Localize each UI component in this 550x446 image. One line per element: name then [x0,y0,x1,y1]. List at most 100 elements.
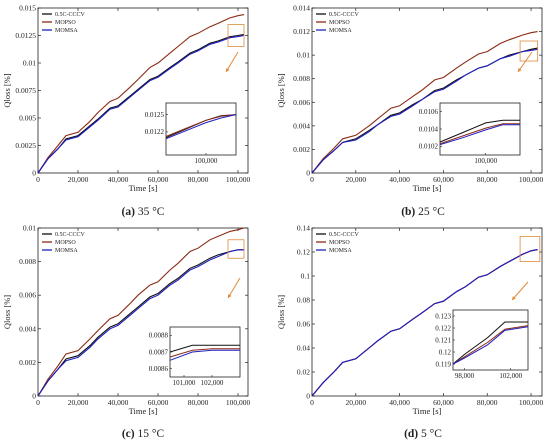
y-axis-label: Qloss [%] [276,73,286,107]
x-tick-label: 60,000 [148,398,169,407]
x-tick-label: 0 [310,175,314,184]
y-tick-label: 0.0075 [15,86,36,95]
inset-y-tick-label: 0.122 [435,324,451,332]
series-line-momsa [37,249,244,397]
x-tick-label: 80,000 [188,175,209,184]
y-tick-label: 0.02 [297,368,310,377]
panel-caption: (b) 25 °C [401,206,445,218]
legend-entry: MOPSO [55,20,76,26]
inset-series-line-momsa [169,349,240,361]
y-tick-label: 0.002 [293,145,310,154]
y-tick-label: 0.01 [23,224,36,233]
x-tick-label: 40,000 [108,398,129,407]
legend-entry: MOMSA [329,248,352,254]
y-tick-label: 0.004 [19,324,36,333]
inset-plot: 98,000 102,000 0.119 0.12 0.121 0.122 0.123 [435,309,529,380]
series-line-0-5c-cccv [37,249,244,397]
x-tick-label: 60,000 [433,175,454,184]
y-tick-label: 0.008 [19,257,36,266]
series-line-momsa [311,48,538,174]
inset-y-tick-label: 0.121 [435,336,451,344]
zoom-region-box [519,40,539,62]
y-tick-label: 0.012 [293,27,310,36]
y-tick-label: 0.008 [293,74,310,83]
plot-frame [311,227,543,397]
inset-x-tick-label: 100,000 [195,157,218,165]
panel-caption-text: 25 °C [415,206,445,218]
x-tick-label: 20,000 [68,398,89,407]
panel-caption-text: 15 °C [135,428,165,440]
plot-frame [311,7,543,174]
inset-plot: 100,000 0.0122 0.0125 [145,102,237,165]
panel-caption: (a) 35 °C [122,206,165,218]
legend-entry: MOPSO [329,240,350,246]
legend-entry: MOMSA [55,28,78,34]
panel-caption-label: (a) [122,206,136,218]
y-tick-label: 0.004 [293,121,310,130]
zoom-region-box [519,235,541,262]
inset-series-line-mopso [165,114,237,137]
y-axis-label: Qloss [%] [276,295,286,329]
zoom-arrow-head [226,68,230,72]
inset-series-line-mopso [169,348,240,358]
zoom-arrow [225,51,239,73]
x-tick-label: 80,000 [188,398,209,407]
x-tick-label: 40,000 [389,175,410,184]
x-tick-label: 0 [36,398,40,407]
y-tick-label: 0 [32,392,36,401]
x-tick-label: 80,000 [477,175,498,184]
y-tick-label: 0.014 [293,4,310,13]
legend-entry: MOPSO [329,20,350,26]
chart-panel-1: 0 20,000 40,000 60,000 80,000 100,000 0 0.0025 0… [2,4,250,219]
legend-entry: MOMSA [55,248,78,254]
y-tick-label: 0.015 [19,4,36,13]
y-tick-label: 0 [32,169,36,178]
inset-series-line-momsa [452,326,529,365]
x-axis-label: Time [s] [413,406,442,416]
x-tick-label: 20,000 [345,398,366,407]
zoom-region-box [227,239,245,259]
inset-x-tick-label: 101,000 [173,379,196,387]
x-axis-label: Time [s] [129,406,158,416]
x-tick-label: 20,000 [345,175,366,184]
y-tick-label: 0.006 [293,98,310,107]
inset-y-tick-label: 0.12 [439,348,452,356]
y-tick-label: 0.01 [23,59,36,68]
inset-x-tick-label: 102,000 [499,372,522,380]
x-tick-label: 100,000 [519,398,544,407]
x-tick-label: 40,000 [389,398,410,407]
y-tick-label: 0 [306,169,310,178]
y-tick-label: 0.01 [297,51,310,60]
inset-x-tick-label: 102,000 [201,379,224,387]
inset-x-tick-label: 100,000 [474,157,497,165]
series-line-momsa [37,34,245,174]
panel-caption-text: 35 °C [135,206,165,218]
inset-frame [169,326,241,378]
x-tick-label: 60,000 [433,398,454,407]
panel-caption: (d) 5 °C [404,428,442,440]
series-line-momsa [311,249,538,397]
inset-y-tick-label: 0.0122 [145,128,165,136]
y-tick-label: 0.1 [301,272,311,281]
inset-y-tick-label: 0.0087 [149,348,169,356]
panel-caption-label: (b) [401,206,415,218]
series-line-mopso [37,227,245,397]
x-tick-label: 60,000 [148,175,169,184]
y-tick-label: 0.14 [297,224,310,233]
zoom-arrow [511,281,529,301]
legend-entry: 0.5C-CCCV [55,232,86,238]
series-line-mopso [311,31,538,174]
inset-x-tick-label: 98,000 [455,372,475,380]
legend-entry: 0.5C-CCCV [329,232,360,238]
y-tick-label: 0.12 [297,248,310,257]
inset-series-line-mopso [439,123,520,145]
x-tick-label: 0 [310,398,314,407]
y-tick-label: 0.005 [19,114,36,123]
zoom-arrow-head [228,294,232,298]
inset-plot: 101,000 102,000 0.0086 0.0087 0.0088 [149,326,241,387]
inset-series-line-0-5c-cccv [439,119,520,143]
x-tick-label: 80,000 [477,398,498,407]
chart-panel-4: 0 20,000 40,000 60,000 80,000 100,000 0 0.02 0.0… [276,224,543,441]
inset-y-tick-label: 0.0102 [419,143,439,151]
panel-caption-label: (d) [404,428,418,440]
